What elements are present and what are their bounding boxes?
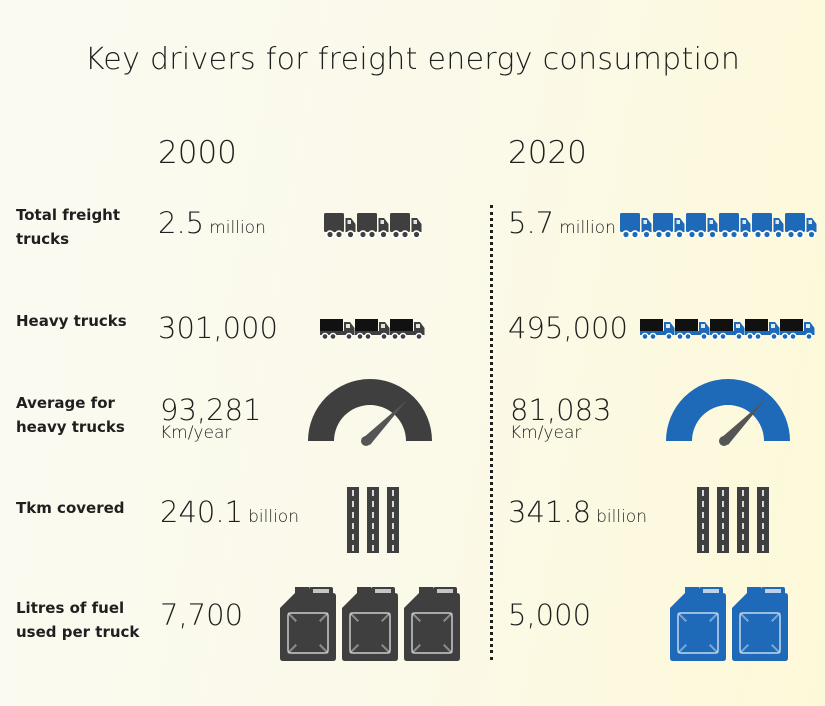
- heavy-truck-icon: [640, 319, 675, 345]
- jerrycan-icon: [731, 585, 789, 665]
- value-unit: billion: [248, 507, 299, 527]
- value-average-2000: 93,281 Km/year: [160, 393, 261, 443]
- road-lane-icon: [387, 487, 399, 557]
- box-truck-icon: [620, 213, 652, 243]
- heavy-truck-icon: [780, 319, 815, 345]
- value-number: 2.5: [158, 206, 205, 240]
- box-truck-icon: [785, 213, 817, 243]
- value-fuel-2000: 7,700: [160, 598, 244, 632]
- jerrycan-icon: [403, 585, 461, 665]
- box-truck-icon: [752, 213, 784, 243]
- value-unit: billion: [596, 507, 647, 527]
- heavy-truck-icon: [745, 319, 780, 345]
- row-label-average-heavy-trucks: Average for heavy trucks: [16, 394, 125, 436]
- value-unit: Km/year: [160, 423, 232, 443]
- year-2020-header: 2020: [508, 135, 587, 171]
- row-label-tkm-covered: Tkm covered: [16, 499, 125, 517]
- road-lane-icon: [367, 487, 379, 557]
- jerrycan-icon: [341, 585, 399, 665]
- value-number: 5.7: [508, 206, 555, 240]
- column-divider: [490, 205, 493, 660]
- road-lane-icon: [347, 487, 359, 557]
- value-total-trucks-2020: 5.7 million: [508, 206, 616, 240]
- value-total-trucks-2000: 2.5 million: [158, 206, 266, 240]
- value-tkm-2000: 240.1 billion: [160, 495, 299, 529]
- row-label-heavy-trucks: Heavy trucks: [16, 312, 127, 330]
- value-heavy-trucks-2000: 301,000: [158, 311, 278, 345]
- jerrycan-icon: [279, 585, 337, 665]
- value-unit: million: [209, 218, 266, 238]
- value-number: 81,083: [510, 393, 612, 427]
- value-unit: Km/year: [510, 423, 582, 443]
- value-number: 240.1: [160, 495, 244, 529]
- box-truck-icon: [686, 213, 718, 243]
- heavy-truck-icon: [710, 319, 745, 345]
- heavy-truck-icon: [320, 319, 355, 345]
- value-heavy-trucks-2020: 495,000: [508, 311, 628, 345]
- road-lane-icon: [757, 487, 769, 557]
- value-average-2020: 81,083 Km/year: [510, 393, 611, 443]
- jerrycan-icon: [669, 585, 727, 665]
- road-lane-icon: [737, 487, 749, 557]
- heavy-truck-icon: [390, 319, 425, 345]
- road-lane-icon: [717, 487, 729, 557]
- box-truck-icon: [390, 213, 422, 243]
- speedometer-icon-2000: [308, 379, 432, 449]
- box-truck-icon: [357, 213, 389, 243]
- value-unit: million: [559, 218, 616, 238]
- row-label-total-freight-trucks: Total freight trucks: [16, 206, 121, 248]
- value-number: 93,281: [160, 393, 262, 427]
- year-2000-header: 2000: [158, 135, 237, 171]
- box-truck-icon: [719, 213, 751, 243]
- heavy-truck-icon: [355, 319, 390, 345]
- box-truck-icon: [324, 213, 356, 243]
- page-title: Key drivers for freight energy consumpti…: [84, 42, 741, 77]
- value-tkm-2020: 341.8 billion: [508, 495, 647, 529]
- speedometer-icon-2020: [666, 379, 790, 449]
- box-truck-icon: [653, 213, 685, 243]
- heavy-truck-icon: [675, 319, 710, 345]
- value-number: 341.8: [508, 495, 592, 529]
- value-fuel-2020: 5,000: [508, 598, 592, 632]
- road-lane-icon: [697, 487, 709, 557]
- row-label-litres-fuel: Litres of fuel used per truck: [16, 599, 140, 641]
